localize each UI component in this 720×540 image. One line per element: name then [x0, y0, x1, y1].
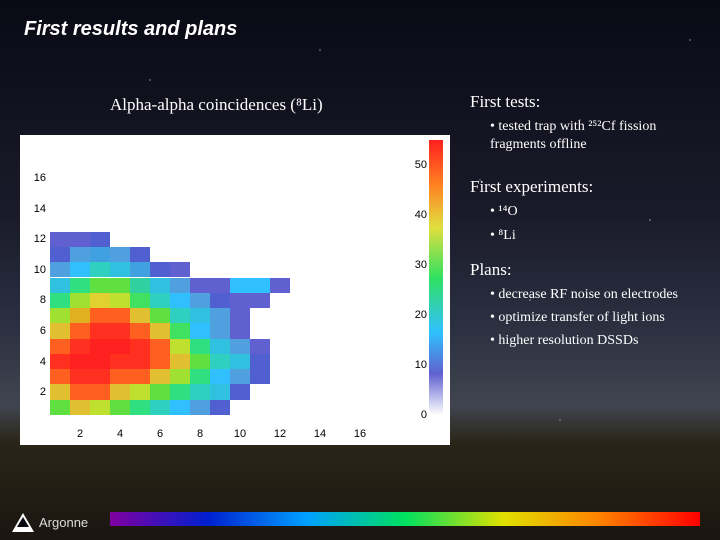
argonne-logo-icon [12, 513, 34, 532]
bullet-tests: • tested trap with ²⁵²Cf fission fragmen… [490, 118, 710, 154]
heatmap-plot [50, 140, 410, 415]
spectrum-bar [110, 512, 700, 526]
x-axis: 246810121416 [50, 420, 410, 442]
sec-plans: Plans: [470, 260, 710, 280]
sec-first-tests: First tests: [470, 92, 710, 112]
argonne-logo: Argonne [12, 513, 88, 532]
bullet-plan2: • optimize transfer of light ions [490, 309, 710, 327]
page-title: First results and plans [24, 18, 237, 41]
bullet-exp2: • ⁸Li [490, 227, 710, 245]
argonne-logo-text: Argonne [39, 515, 88, 530]
text-column: First tests: • tested trap with ²⁵²Cf fi… [470, 92, 710, 355]
chart-title: Alpha-alpha coincidences (⁸Li) [110, 95, 323, 115]
bullet-plan3: • higher resolution DSSDs [490, 332, 710, 350]
colorbar-labels: 01020304050 [409, 140, 427, 415]
y-axis: 246810121416 [23, 140, 48, 415]
colorbar [429, 140, 443, 415]
bullet-plan1: • decrease RF noise on electrodes [490, 286, 710, 304]
heatmap-chart: 246810121416 246810121416 01020304050 [20, 135, 450, 445]
sec-first-exp: First experiments: [470, 177, 710, 197]
bullet-exp1: • ¹⁴O [490, 203, 710, 221]
